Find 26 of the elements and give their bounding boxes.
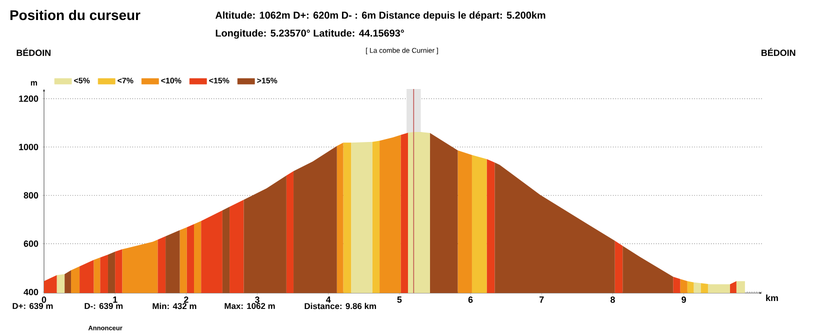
text: Longitude: 5.23570° Latitude: 44.15693° xyxy=(216,29,404,39)
x-tick-label: 6 xyxy=(468,296,473,303)
x-tick-label: 7 xyxy=(540,296,544,303)
text: BÉDOIN xyxy=(16,48,50,56)
chart-title: Position du curseur xyxy=(10,10,140,20)
text: Altitude: 1062m D+: 620m D- : 6m Distance depuis le départ: 5.200km xyxy=(215,11,546,21)
x-tick-label: 1 xyxy=(113,296,118,303)
x-tick-label: 4 xyxy=(326,296,331,303)
y-tick-label: 800 xyxy=(24,192,38,199)
y-tick-label: 400 xyxy=(24,288,38,296)
x-tick-label: 5 xyxy=(397,296,402,303)
x-tick-label: 9 xyxy=(682,296,686,303)
text: Min: 432 m xyxy=(152,302,196,310)
x-axis-title: km xyxy=(766,294,778,302)
y-tick-label: 1000 xyxy=(19,144,38,150)
x-tick-label: 8 xyxy=(610,296,615,303)
text: D-: 639 m xyxy=(84,303,123,310)
x-tick-label: 2 xyxy=(184,296,188,303)
x-tick-label: 0 xyxy=(42,296,46,303)
y-tick-label: 1200 xyxy=(19,95,38,102)
text: Max: 1062 m xyxy=(224,303,275,309)
text: Distance: 9.86 km xyxy=(304,302,376,310)
x-tick-label: 3 xyxy=(254,296,260,303)
text: D+: 639 m xyxy=(12,303,53,310)
text: BÉDOIN xyxy=(762,48,796,56)
y-tick-label: 600 xyxy=(24,240,38,247)
